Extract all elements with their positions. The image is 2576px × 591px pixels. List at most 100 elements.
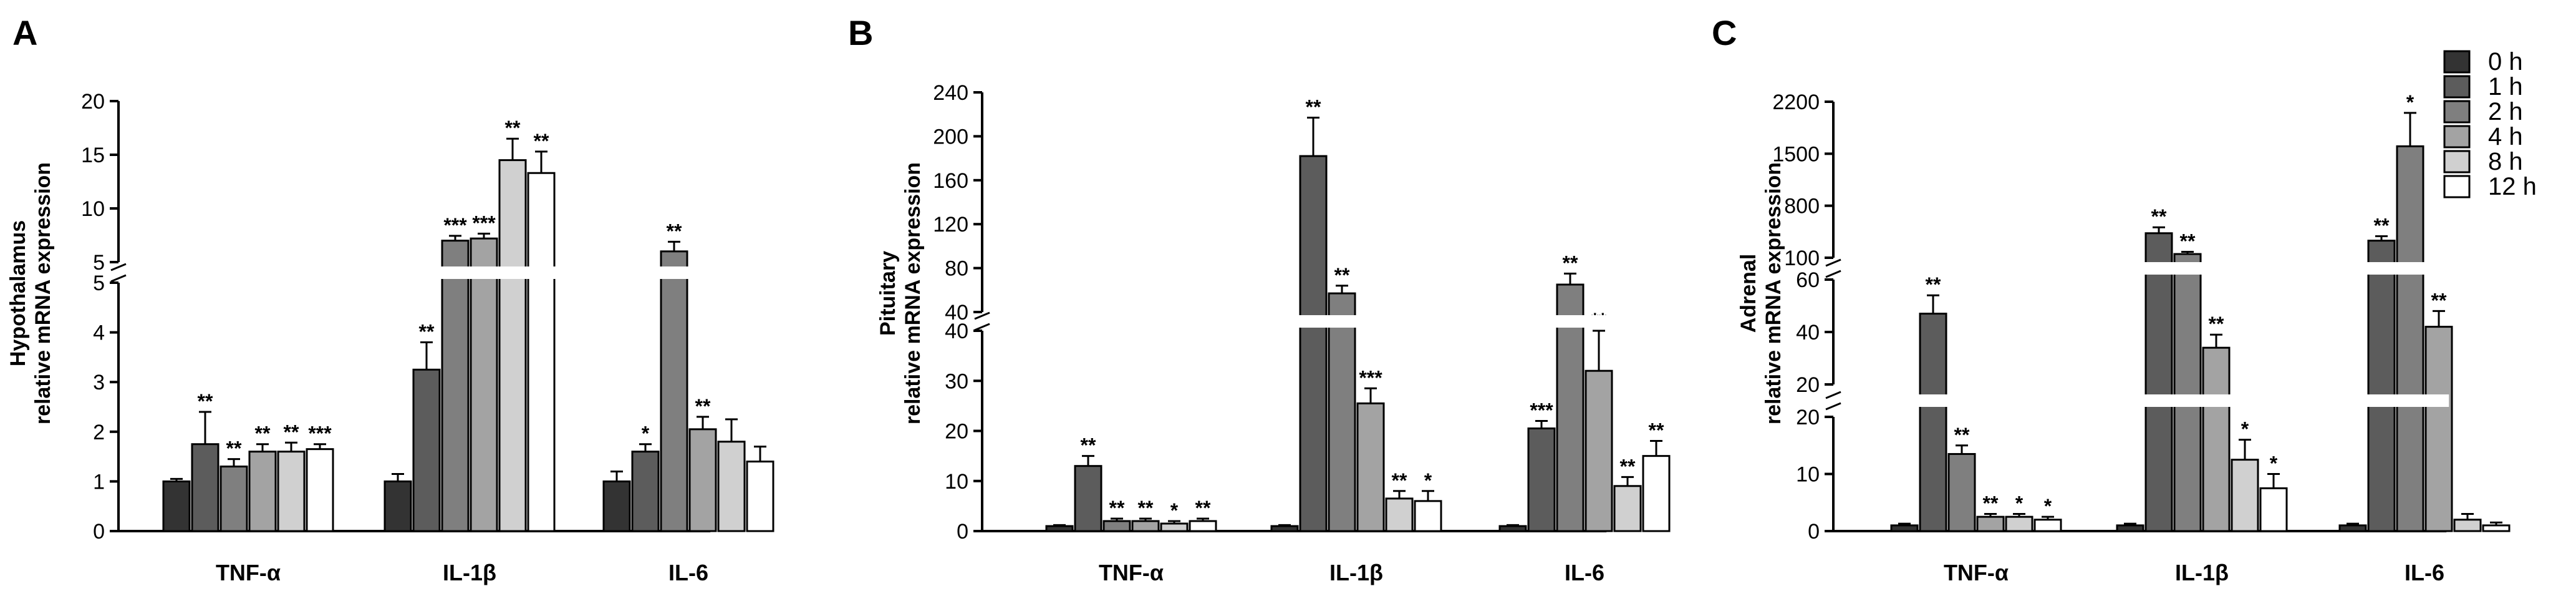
significance-marker: **	[1081, 434, 1096, 457]
y-tick-label: 2	[93, 421, 105, 444]
panel-label-c: C	[1712, 13, 1737, 52]
significance-marker: **	[505, 117, 521, 139]
legend-label: 2 h	[2488, 98, 2523, 125]
bar-TNF-α-4 h	[1131, 520, 1160, 532]
significance-marker: **	[284, 421, 299, 443]
x-tick-label: IL-6	[1565, 560, 1604, 585]
y-tick-label: 80	[945, 257, 968, 281]
significance-marker: **	[1109, 497, 1125, 519]
significance-marker: *	[1170, 499, 1179, 522]
y-tick-label: 10	[81, 197, 105, 221]
significance-marker: **	[1954, 424, 1970, 446]
y-tick-label: 3	[93, 371, 105, 394]
legend-swatch	[2443, 150, 2471, 173]
significance-marker: **	[198, 390, 213, 413]
bar-IL-1β-2 h	[2173, 253, 2202, 532]
bar-TNF-α-12 h	[1189, 520, 1217, 532]
significance-marker: **	[1926, 273, 1941, 296]
y-tick-label: 20	[1796, 406, 1820, 429]
bar-TNF-α-8 h	[277, 451, 306, 532]
y-tick-label: 2200	[1772, 90, 1820, 114]
bar-TNF-α-12 h	[306, 448, 334, 532]
axis-break-mark	[1825, 391, 1841, 399]
axis-break-gap	[972, 315, 1609, 328]
legend-swatch	[2443, 100, 2471, 124]
significance-marker: *	[2270, 452, 2278, 475]
bar-TNF-α-1 h	[1074, 465, 1102, 532]
bar-TNF-α-0 h	[162, 480, 191, 532]
y-tick-label: 40	[945, 301, 968, 325]
bar-IL-6-4 h	[688, 428, 717, 532]
y-axis-title: Pituitary	[876, 251, 900, 336]
y-tick-label: 10	[1796, 463, 1820, 487]
legend-swatch	[2443, 175, 2471, 198]
y-tick-label: 160	[933, 169, 968, 193]
bar-IL-1β-12 h	[1414, 500, 1442, 532]
legend-label: 1 h	[2488, 73, 2523, 100]
panel-label-a: A	[12, 13, 37, 52]
significance-marker: *	[2044, 495, 2052, 517]
bar-IL-6-1 h	[631, 451, 660, 532]
significance-marker: **	[1563, 252, 1578, 274]
axis-break-gap	[109, 266, 713, 279]
bar-TNF-α-0 h	[1890, 524, 1919, 532]
axis-break-mark	[110, 263, 127, 271]
bar-TNF-α-8 h	[2005, 515, 2033, 532]
bar-IL-1β-8 h	[498, 159, 527, 532]
bar-TNF-α-0 h	[1045, 525, 1074, 532]
panel-label-b: B	[848, 13, 873, 52]
bar-IL-6-8 h	[2453, 519, 2482, 532]
axis-break-gap	[1823, 394, 2449, 407]
x-tick-label: IL-6	[668, 560, 708, 585]
y-tick-label: 800	[1784, 195, 1820, 218]
y-tick-label: 1	[93, 470, 105, 494]
y-tick-label: 1500	[1772, 142, 1820, 166]
significance-marker: **	[667, 220, 682, 242]
bar-IL-6-8 h	[717, 441, 746, 532]
bar-IL-1β-4 h	[2202, 346, 2231, 532]
significance-marker: *	[2406, 91, 2414, 114]
bar-IL-6-4 h	[2424, 326, 2453, 532]
significance-marker: **	[1334, 264, 1350, 286]
y-tick-label: 200	[933, 125, 968, 149]
significance-marker: **	[2209, 313, 2224, 335]
x-tick-label: TNF-α	[1099, 560, 1164, 585]
legend-label: 0 h	[2488, 48, 2523, 76]
y-tick-label: 15	[81, 144, 105, 167]
bar-TNF-α-4 h	[248, 451, 277, 532]
bar-IL-1β-0 h	[1270, 525, 1299, 532]
y-axis-title: relative mRNA expression	[1762, 162, 1785, 424]
y-tick-label: 5	[93, 251, 105, 275]
legend-label: 8 h	[2488, 148, 2523, 175]
significance-marker: ***	[1359, 366, 1382, 389]
bar-IL-1β-1 h	[412, 368, 441, 532]
y-tick-label: 20	[1796, 373, 1820, 397]
bar-IL-6-0 h	[602, 480, 631, 532]
significance-marker: **	[2431, 289, 2447, 311]
significance-marker: **	[534, 130, 549, 152]
bar-IL-6-8 h	[1613, 485, 1642, 532]
y-tick-label: 40	[945, 320, 968, 343]
y-tick-label: 0	[93, 520, 105, 544]
axis-break-gap	[1823, 262, 2449, 275]
bar-IL-1β-12 h	[2259, 487, 2288, 532]
axis-break-mark	[974, 311, 990, 320]
y-tick-label: 0	[957, 520, 968, 544]
bar-IL-1β-2 h	[1328, 292, 1356, 532]
y-tick-label: 240	[933, 81, 968, 105]
bar-IL-6-1 h	[1527, 427, 1556, 532]
axis-break-mark	[1825, 402, 1841, 411]
bar-TNF-α-2 h	[1102, 520, 1131, 532]
significance-marker: **	[1620, 455, 1636, 477]
bar-TNF-α-8 h	[1160, 522, 1189, 532]
bar-IL-6-0 h	[2338, 524, 2367, 532]
axis-break-mark	[974, 323, 990, 331]
y-tick-label: 30	[945, 369, 968, 393]
significance-marker: **	[255, 422, 271, 445]
significance-marker: **	[2151, 205, 2167, 228]
bar-IL-1β-2 h	[441, 240, 470, 532]
bar-IL-1β-4 h	[1356, 402, 1385, 532]
bar-IL-6-0 h	[1498, 525, 1527, 532]
bar-TNF-α-2 h	[219, 466, 248, 532]
y-tick-label: 120	[933, 213, 968, 237]
